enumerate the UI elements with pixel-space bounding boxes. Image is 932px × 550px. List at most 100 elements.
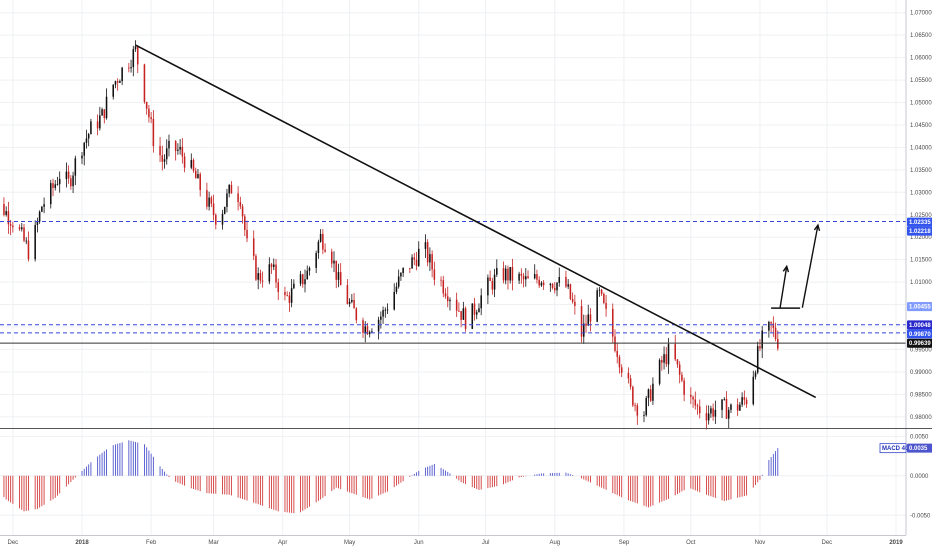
axis-labels[interactable]: 1.07000 1.06500 1.06000 1.05500 1.05000 1.045… [8, 11, 932, 546]
candle-74 [215, 213, 217, 230]
candle-15 [34, 220, 36, 262]
x-tick-label: 2018 [75, 540, 89, 546]
candle-254 [777, 330, 779, 351]
x-tick-label: Feb [146, 540, 157, 546]
candle-200 [611, 303, 614, 344]
x-tick-label: Jul [482, 540, 490, 546]
candle-6 [5, 206, 7, 217]
candle-147 [444, 288, 447, 299]
candle-215 [658, 358, 661, 386]
candle-133 [400, 271, 402, 281]
candle-103 [306, 265, 309, 280]
price-tag-label: 1.00048 [909, 323, 931, 329]
candle-235 [721, 399, 723, 419]
x-tick-label: Aug [549, 540, 560, 546]
candle-61 [177, 143, 179, 155]
candle-148 [446, 286, 449, 308]
annotation-arrow-0[interactable] [779, 264, 790, 309]
candle-173 [525, 268, 527, 287]
candle-25 [65, 162, 68, 188]
candle-185 [565, 270, 567, 289]
annotation-arrow-1[interactable] [801, 223, 821, 308]
candle-17 [38, 210, 41, 224]
candle-140 [424, 234, 427, 259]
candle-190 [580, 299, 583, 343]
candle-139 [417, 241, 420, 267]
candle-7 [7, 201, 10, 234]
price-tag[interactable]: 0.99639 [907, 338, 932, 348]
candle-213 [649, 385, 652, 402]
candle-50 [143, 63, 146, 104]
y-tick-label: 1.03000 [910, 190, 932, 196]
candle-248 [759, 338, 761, 352]
candle-170 [518, 271, 520, 285]
price-tag[interactable]: 1.02218 [907, 226, 932, 236]
candle-167 [507, 265, 509, 290]
candle-111 [333, 251, 335, 273]
candle-186 [567, 279, 569, 290]
candle-174 [527, 270, 529, 279]
candle-35 [96, 114, 99, 136]
price-tag-label: 0.99870 [909, 332, 931, 338]
candle-73 [212, 194, 215, 221]
candle-93 [275, 259, 277, 289]
x-tick-label: Jun [414, 540, 424, 546]
candle-18 [41, 205, 43, 213]
candle-64 [183, 152, 186, 173]
indicator-value-label: 0.0035 [909, 446, 928, 452]
price-tag[interactable]: 0.99870 [907, 329, 932, 339]
price-tag[interactable]: 1.00455 [907, 302, 932, 312]
candle-22 [54, 179, 57, 191]
candle-250 [768, 320, 770, 338]
candle-171 [520, 268, 523, 284]
candle-117 [351, 294, 353, 304]
trendline[interactable] [135, 44, 817, 399]
candle-124 [371, 328, 373, 333]
candle-101 [302, 273, 304, 288]
candle-198 [603, 292, 605, 305]
candle-125 [377, 316, 380, 340]
candle-9 [12, 221, 14, 233]
candle-97 [288, 291, 291, 312]
candle-46 [130, 59, 132, 73]
candle-21 [52, 178, 54, 197]
candle-179 [542, 280, 545, 290]
candle-34 [90, 118, 92, 135]
candle-126 [380, 311, 382, 329]
candle-10 [18, 224, 21, 231]
candle-92 [273, 258, 275, 271]
candle-52 [148, 104, 150, 123]
candle-27 [70, 175, 72, 190]
y-tick-label: 1.04000 [910, 145, 932, 151]
indicator-legend[interactable]: MACD 4C 0.0035 [879, 443, 932, 454]
candle-143 [431, 250, 433, 278]
candle-132 [397, 269, 400, 289]
candle-37 [101, 107, 103, 116]
candle-113 [337, 263, 340, 288]
x-tick-label: Nov [755, 540, 766, 546]
candle-45 [128, 62, 130, 73]
candle-134 [402, 267, 404, 277]
y-tick-label: 1.05500 [910, 78, 932, 84]
y-tick-label: 1.03500 [910, 168, 932, 174]
candle-241 [739, 401, 741, 412]
candle-33 [87, 132, 90, 147]
candle-105 [315, 250, 317, 274]
candle-212 [647, 388, 650, 407]
candle-165 [502, 261, 505, 284]
candle-205 [627, 367, 630, 384]
candle-157 [475, 309, 478, 320]
x-tick-label: Oct [686, 540, 696, 546]
candle-115 [346, 279, 349, 305]
price-tag[interactable]: 1.02335 [907, 217, 932, 227]
candle-156 [473, 297, 476, 321]
candle-128 [384, 307, 387, 318]
price-tag[interactable]: 1.00048 [907, 320, 932, 330]
candle-206 [629, 374, 632, 390]
candle-109 [324, 243, 326, 253]
candle-169 [511, 258, 514, 291]
horizontal-levels [0, 220, 906, 344]
candle-192 [585, 314, 587, 333]
price-tag-label: 0.99639 [909, 341, 931, 347]
